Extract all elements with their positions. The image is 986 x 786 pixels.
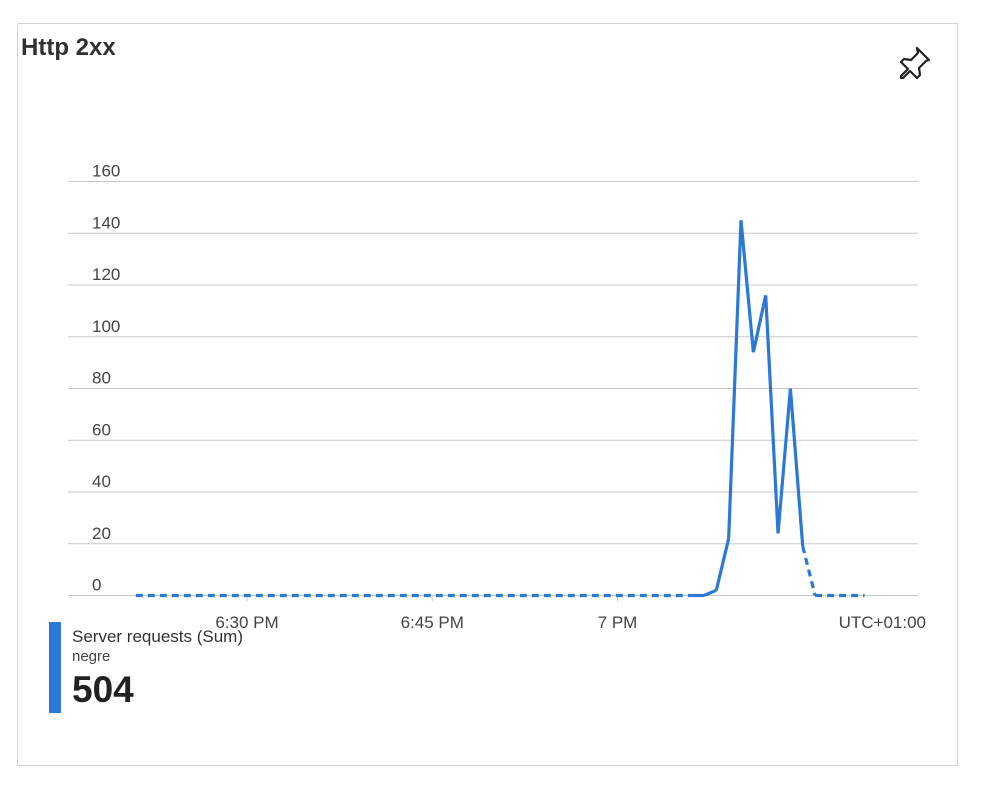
legend-resource-name: negre bbox=[72, 648, 111, 665]
pin-icon bbox=[899, 46, 931, 80]
y-tick-label: 140 bbox=[92, 213, 120, 232]
series-segment bbox=[739, 220, 755, 353]
y-tick-label: 60 bbox=[92, 420, 111, 439]
x-tick-label: 6:30 PM bbox=[215, 613, 278, 632]
series-segment bbox=[751, 295, 768, 353]
y-axis-ticks: 0 20 40 60 80 100 120 140 160 bbox=[92, 162, 120, 595]
series-segment-dashed bbox=[801, 545, 817, 596]
pin-button[interactable] bbox=[893, 44, 933, 84]
y-tick-label: 100 bbox=[92, 317, 120, 336]
line-chart: 0 20 40 60 80 100 120 140 160 6:30 PM 6:45 PM 7 PM… bbox=[68, 162, 926, 632]
legend-text: Server requests (Sum) negre 504 bbox=[72, 622, 243, 714]
y-tick-label: 80 bbox=[92, 369, 111, 388]
series-segment bbox=[703, 588, 717, 597]
metric-tile bbox=[17, 23, 958, 766]
series-segment bbox=[788, 388, 805, 547]
legend-color-swatch bbox=[49, 622, 61, 713]
legend-total-value: 504 bbox=[72, 669, 134, 710]
series-segment bbox=[714, 538, 731, 591]
series-lines bbox=[135, 220, 865, 598]
x-tick-label: 6:45 PM bbox=[401, 613, 464, 632]
legend-series-name: Server requests (Sum) bbox=[72, 627, 243, 646]
y-tick-label: 120 bbox=[92, 265, 120, 284]
x-tick-label: 7 PM bbox=[598, 613, 638, 632]
legend-item[interactable]: Server requests (Sum) negre 504 bbox=[49, 622, 243, 714]
y-tick-label: 20 bbox=[92, 524, 111, 543]
series-segment bbox=[727, 220, 743, 539]
tile-title: Http 2xx bbox=[21, 34, 116, 61]
y-tick-label: 160 bbox=[92, 162, 120, 181]
y-tick-label: 0 bbox=[92, 576, 101, 595]
series-segment bbox=[764, 295, 780, 534]
timezone-label: UTC+01:00 bbox=[839, 613, 926, 632]
series-segment bbox=[776, 388, 792, 534]
y-tick-label: 40 bbox=[92, 472, 111, 491]
x-axis-ticks: 6:30 PM 6:45 PM 7 PM UTC+01:00 bbox=[215, 595, 926, 632]
